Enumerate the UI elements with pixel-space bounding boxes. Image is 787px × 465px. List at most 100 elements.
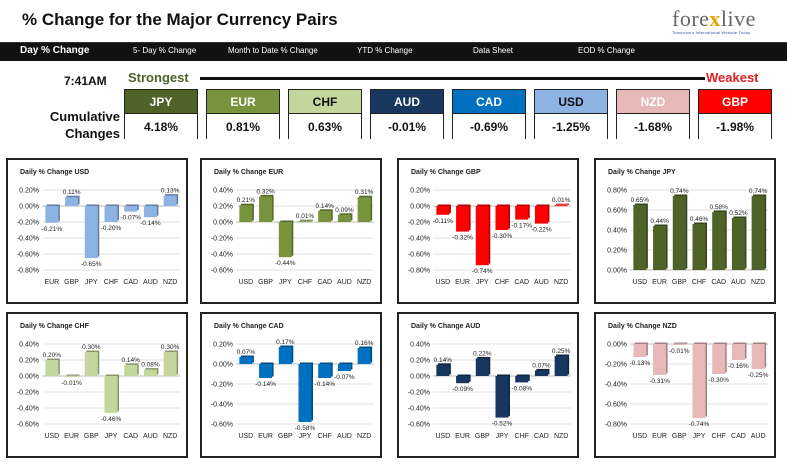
chart-title: Daily % Change NZD [608,323,677,330]
cumulative-label-line1: Cumulative [49,109,120,124]
cad-bar-chart: 0.20% 0.00% -0.20% -0.40% -0.60% 0.07% USD -0.1… [211,339,374,440]
data-label: -0.65% [81,261,102,268]
x-tick-label: EUR [258,433,273,440]
bar [633,344,647,357]
bar [239,357,253,364]
bar [278,347,292,364]
x-tick-label: NZD [357,279,371,286]
y-tick-label: 0.00% [607,342,627,349]
currency-code: NZD [617,90,689,114]
y-tick-label: -0.60% [605,402,627,409]
data-label: 0.17% [276,339,295,346]
data-label: -0.14% [314,381,335,388]
data-label: 0.01% [296,213,315,220]
data-label: 0.30% [161,344,180,351]
y-tick-label: 0.00% [607,268,627,275]
y-tick-label: 0.00% [213,220,233,227]
bar [259,364,273,378]
x-tick-label: GBP [278,433,293,440]
bar [653,344,667,375]
x-tick-label: EUR [455,279,470,286]
bar [633,205,647,270]
data-label: 0.16% [355,340,374,347]
bar [104,206,118,222]
currency-code: USD [535,90,607,114]
x-tick-label: JPY [105,433,118,440]
y-tick-label: -0.60% [17,252,39,259]
nav-eod-change[interactable]: EOD % Change [578,46,635,55]
x-tick-label: JPY [693,433,706,440]
nav-day-change[interactable]: Day % Change [20,45,90,56]
currency-code: JPY [125,90,197,114]
bar [731,344,745,360]
x-tick-label: EUR [455,433,470,440]
data-label: 0.44% [650,218,669,225]
x-tick-label: USD [44,433,59,440]
data-label: -0.58% [295,425,316,432]
forexlive-logo[interactable]: forexlive Tomorrow's International Websi… [672,6,772,40]
bar [475,358,489,376]
y-tick-label: -0.40% [408,406,430,413]
chart-title: Daily % Change GBP [411,169,481,176]
currency-value: 0.63% [289,114,361,140]
x-tick-label: GBP [84,433,99,440]
x-tick-label: USD [632,279,647,286]
bar [692,224,706,270]
nav-month-to-date[interactable]: Month to Date % Change [228,46,318,55]
bar [337,214,351,222]
data-label: 0.07% [237,349,256,356]
data-label: -0.30% [708,377,729,384]
bar [692,344,706,418]
currency-box-1: JPY 4.18% [124,89,198,140]
bar [337,364,351,371]
data-label: 0.52% [729,210,748,217]
y-tick-label: 0.80% [607,188,627,195]
data-label: 0.74% [749,188,768,195]
y-tick-label: 0.20% [213,204,233,211]
bar [65,197,79,206]
chart-title: Daily % Change USD [20,169,90,176]
y-tick-label: 0.00% [410,204,430,211]
nav-ytd-change[interactable]: YTD % Change [357,46,413,55]
x-tick-label: EUR [64,433,79,440]
currency-box-7: NZD -1.68% [616,89,690,140]
bar [534,206,548,224]
bar [515,206,529,220]
x-tick-label: CHF [318,433,332,440]
y-tick-label: 0.00% [19,374,39,381]
nav-bar: Day % Change 5- Day % Change Month to Da… [0,42,787,61]
x-tick-label: NZD [751,279,765,286]
bar [515,376,529,383]
y-tick-label: -0.80% [605,422,627,429]
chart-title: Daily % Change JPY [608,169,676,176]
chart-title: Daily % Change EUR [214,169,284,176]
data-label: -0.21% [42,226,63,233]
data-label: -0.11% [433,218,453,225]
bar [298,221,312,223]
currency-code: AUD [371,90,443,114]
bar [65,376,79,377]
y-tick-label: -0.20% [605,362,627,369]
bar [298,364,312,422]
data-label: 0.74% [670,188,689,195]
currency-value: -1.68% [617,114,689,140]
y-tick-label: 0.40% [213,188,233,195]
currency-value: -1.25% [535,114,607,140]
y-tick-label: 0.00% [19,204,39,211]
bar [45,360,59,376]
bar-side [556,203,570,205]
x-tick-label: JPY [496,433,509,440]
nav-5day-change[interactable]: 5- Day % Change [133,46,197,55]
bar [554,205,568,207]
nav-data-sheet[interactable]: Data Sheet [473,46,514,55]
data-label: 0.25% [552,348,571,355]
usd-bar-chart: 0.20% 0.00% -0.20% -0.40% -0.60% -0.80% -0.21%… [17,188,180,286]
data-label: -0.09% [452,386,473,393]
y-tick-label: -0.80% [408,268,430,275]
page-title: % Change for the Major Currency Pairs [22,10,338,29]
x-tick-label: AUD [731,279,746,286]
y-tick-label: -0.40% [17,236,39,243]
x-tick-label: CAD [514,279,529,286]
bar [143,206,157,218]
data-label: -0.74% [689,421,710,428]
